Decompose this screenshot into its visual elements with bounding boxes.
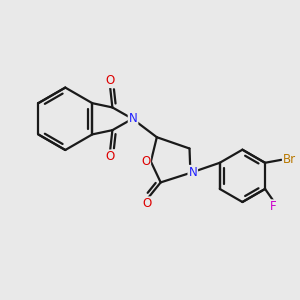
Text: O: O xyxy=(105,74,115,87)
Text: Br: Br xyxy=(283,153,296,166)
Text: N: N xyxy=(188,166,197,179)
Text: O: O xyxy=(142,197,151,210)
Text: F: F xyxy=(270,200,277,213)
Text: O: O xyxy=(141,155,150,168)
Text: N: N xyxy=(129,112,137,125)
Text: O: O xyxy=(105,150,115,164)
